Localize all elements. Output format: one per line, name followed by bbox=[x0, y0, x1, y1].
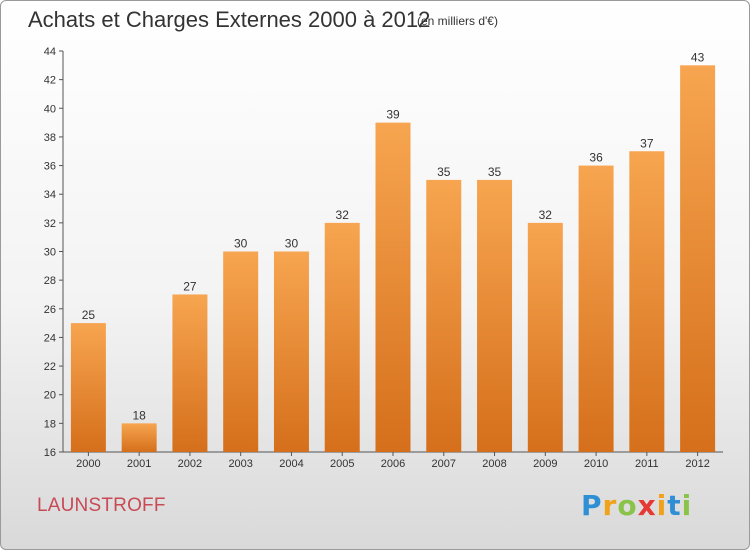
chart-subtitle: (en milliers d'€) bbox=[417, 14, 498, 28]
bar-2012 bbox=[680, 65, 716, 453]
logo-letter: i bbox=[656, 489, 668, 522]
x-tick-label: 2007 bbox=[432, 458, 456, 470]
x-tick-label: 2010 bbox=[584, 458, 608, 470]
chart-title: Achats et Charges Externes 2000 à 2012 bbox=[28, 7, 431, 32]
y-tick-label: 30 bbox=[44, 247, 56, 259]
bar-value-label: 32 bbox=[336, 208, 350, 222]
y-tick-label: 42 bbox=[44, 75, 56, 87]
y-tick-label: 38 bbox=[44, 132, 56, 144]
bar-value-label: 25 bbox=[82, 308, 96, 322]
x-tick-label: 2004 bbox=[279, 458, 303, 470]
bar-value-label: 32 bbox=[539, 208, 553, 222]
logo-letter: i bbox=[681, 489, 693, 522]
logo-letter: r bbox=[602, 489, 618, 522]
bar-2010 bbox=[578, 165, 614, 453]
logo-letter: o bbox=[617, 489, 638, 522]
logo-letter: x bbox=[637, 489, 657, 522]
x-tick-label: 2001 bbox=[127, 458, 151, 470]
bar-value-label: 30 bbox=[285, 237, 299, 251]
y-tick-label: 32 bbox=[44, 218, 56, 230]
x-tick-label: 2003 bbox=[228, 458, 252, 470]
bar-2007 bbox=[426, 179, 462, 452]
y-tick-label: 40 bbox=[44, 103, 56, 115]
x-tick-label: 2012 bbox=[685, 458, 709, 470]
place-name: LAUNSTROFF bbox=[37, 495, 166, 516]
y-tick-label: 28 bbox=[44, 275, 56, 287]
bar-value-label: 35 bbox=[437, 165, 451, 179]
bar-value-label: 37 bbox=[640, 136, 654, 150]
y-tick-label: 36 bbox=[44, 161, 56, 173]
bar-2000 bbox=[70, 323, 106, 452]
x-tick-label: 2011 bbox=[635, 458, 659, 470]
x-tick-label: 2002 bbox=[178, 458, 202, 470]
bar-value-label: 43 bbox=[691, 50, 705, 64]
bar-value-label: 18 bbox=[132, 408, 146, 422]
bar-2005 bbox=[324, 222, 360, 452]
bar-value-label: 30 bbox=[234, 237, 248, 251]
bar-2001 bbox=[121, 423, 157, 452]
bar-value-label: 36 bbox=[589, 151, 603, 165]
bar-value-label: 35 bbox=[488, 165, 502, 179]
y-tick-label: 34 bbox=[44, 189, 56, 201]
bar-2011 bbox=[629, 151, 665, 452]
y-tick-label: 22 bbox=[44, 361, 56, 373]
y-tick-label: 20 bbox=[44, 390, 56, 402]
proxiti-logo: Proxiti bbox=[581, 489, 692, 522]
logo-letter: P bbox=[581, 489, 603, 522]
x-tick-label: 2005 bbox=[330, 458, 354, 470]
bar-value-label: 39 bbox=[386, 108, 400, 122]
x-tick-label: 2008 bbox=[482, 458, 506, 470]
bar-value-label: 27 bbox=[183, 279, 197, 293]
bar-2008 bbox=[477, 179, 513, 452]
bar-2002 bbox=[172, 294, 208, 452]
bar-2006 bbox=[375, 122, 411, 452]
bar-2009 bbox=[527, 222, 563, 452]
y-tick-label: 16 bbox=[44, 447, 56, 459]
x-tick-label: 2000 bbox=[76, 458, 100, 470]
y-tick-label: 18 bbox=[44, 418, 56, 430]
bar-2004 bbox=[273, 251, 309, 452]
bar-2003 bbox=[223, 251, 259, 452]
x-tick-label: 2006 bbox=[381, 458, 405, 470]
y-tick-label: 26 bbox=[44, 304, 56, 316]
y-tick-label: 44 bbox=[44, 46, 56, 58]
y-tick-label: 24 bbox=[44, 332, 56, 344]
logo-letter: t bbox=[667, 489, 682, 522]
x-tick-label: 2009 bbox=[533, 458, 557, 470]
